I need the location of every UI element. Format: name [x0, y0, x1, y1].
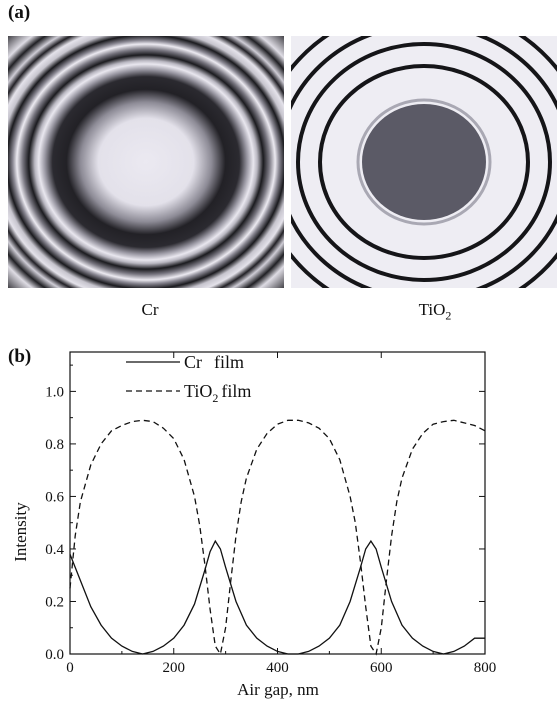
- x-tick-label-0: 0: [66, 660, 74, 676]
- y-tick-label-3: 0.6: [45, 489, 64, 505]
- x-tick-label-3: 600: [370, 660, 393, 676]
- cr-caption: Cr: [141, 300, 159, 319]
- x-tick-label-1: 200: [163, 660, 186, 676]
- tio2-caption: TiO2: [400, 300, 470, 323]
- legend-label-tail-0: film: [214, 352, 244, 372]
- series-line-tio2: [69, 419, 486, 656]
- series-line-cr: [69, 539, 485, 655]
- y-tick-label-5: 1.0: [45, 384, 64, 400]
- y-tick-label-4: 0.8: [45, 437, 64, 453]
- x-axis-label: Air gap, nm: [237, 680, 319, 699]
- y-tick-label-2: 0.4: [45, 542, 64, 558]
- tio2-caption-main: TiO: [418, 300, 446, 319]
- chart-axes: 0 200 400 600 800 0.0 0.2 0.4 0.6 0.8 1.0: [45, 351, 497, 676]
- panel-b-label: (b): [8, 346, 32, 367]
- chart-series: [69, 419, 486, 656]
- legend-label-sub-1: 2: [212, 391, 218, 405]
- plot-frame: [69, 351, 486, 655]
- y-tick-label-0: 0.0: [45, 647, 64, 663]
- cr-ring-image: [8, 36, 284, 288]
- y-tick-label-1: 0.2: [45, 594, 64, 610]
- tio2-caption-sub: 2: [445, 308, 452, 323]
- y-axis-label: Intensity: [11, 502, 30, 562]
- tio2-ring-image: [291, 36, 557, 288]
- legend-label-tail-1: film: [221, 381, 251, 401]
- legend-label-main-1: TiO: [184, 381, 212, 401]
- legend-label-0: Cr film: [184, 352, 244, 372]
- x-tick-label-4: 800: [474, 660, 497, 676]
- panel-a-label: (a): [8, 2, 31, 23]
- legend-label-main-0: Cr: [184, 352, 202, 372]
- x-tick-label-2: 400: [266, 660, 289, 676]
- legend-label-1: TiO2 film: [184, 381, 251, 405]
